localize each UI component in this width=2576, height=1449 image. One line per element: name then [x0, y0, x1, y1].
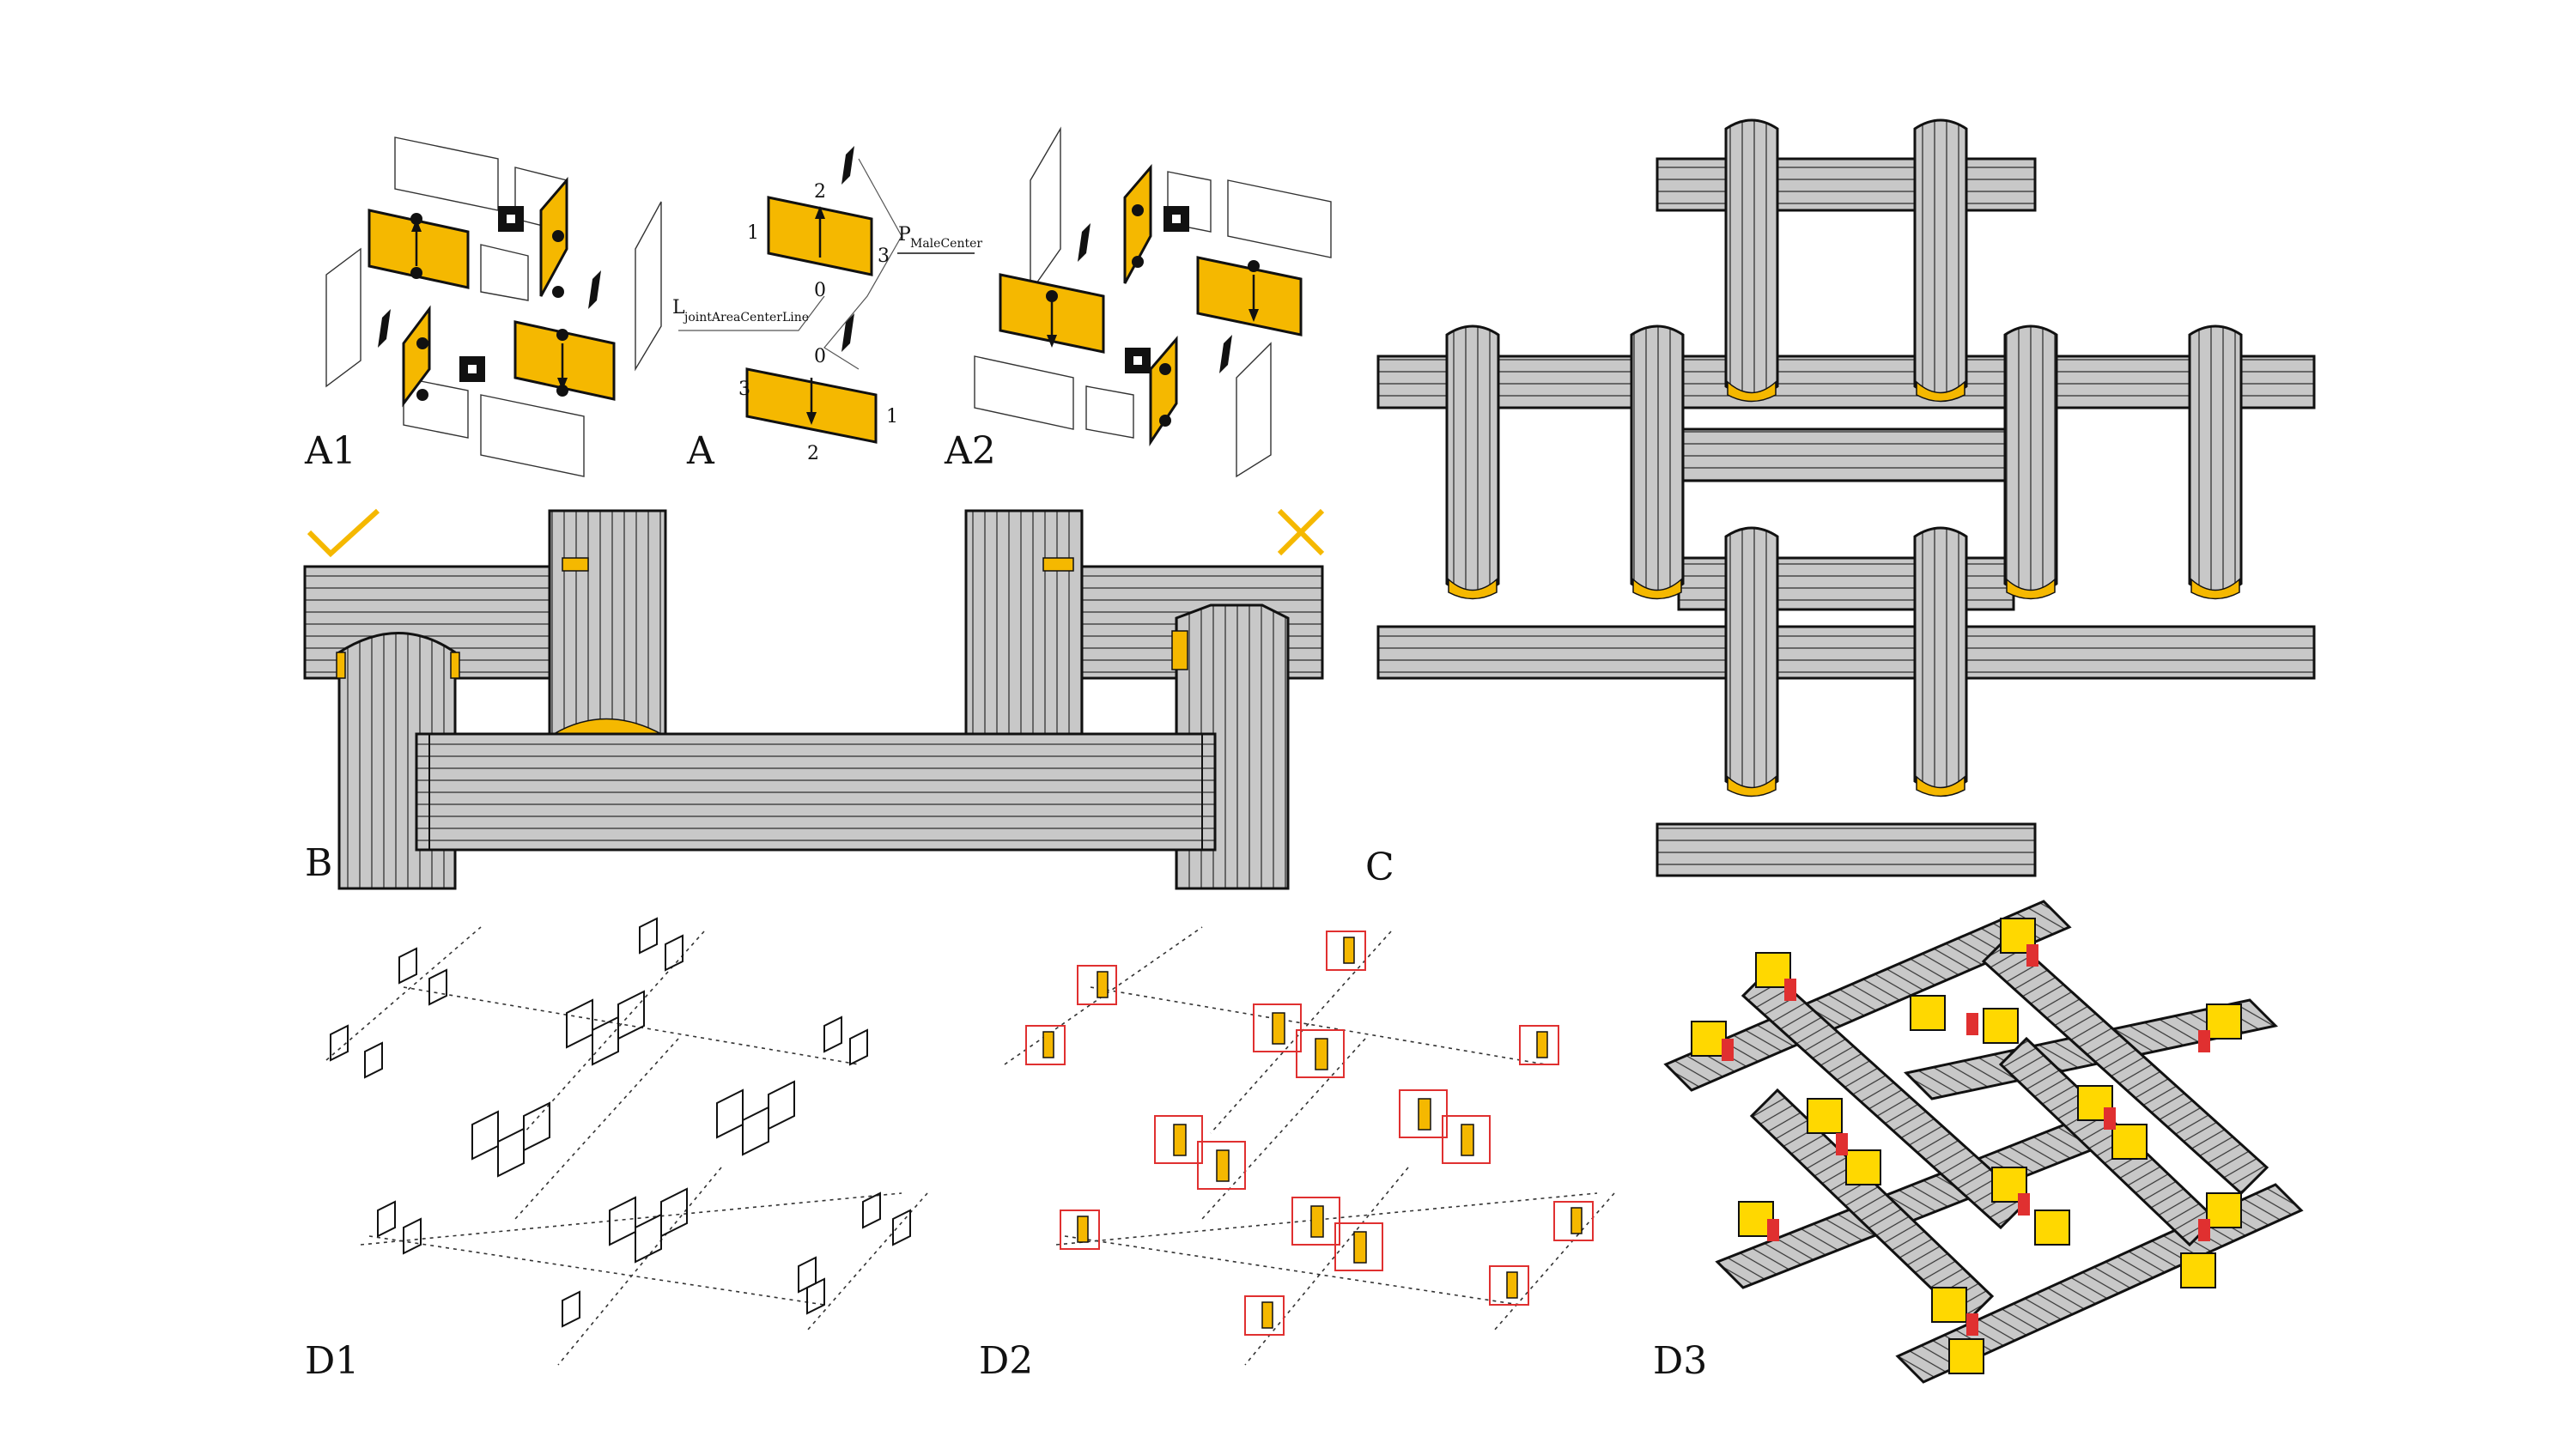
panel-a: 1 2 3 0 0 3 2 1 L jointAreaCenterLine P … [672, 146, 982, 464]
label-a: A [686, 429, 715, 473]
panel-d2 [1004, 926, 1615, 1366]
edge-num-0a: 0 [814, 280, 826, 301]
d3-red-collars [1722, 944, 2210, 1336]
label-a1: A1 [304, 429, 356, 473]
panel-d1 [325, 917, 928, 1366]
male-center-sublabel: MaleCenter [910, 237, 982, 251]
panel-d3 [1663, 900, 2304, 1384]
cross-icon [1277, 508, 1325, 556]
label-a2: A2 [944, 429, 996, 473]
label-d3: D3 [1653, 1339, 1707, 1383]
edge-num-2: 2 [814, 181, 826, 203]
male-center-label: P [898, 224, 911, 246]
c-posts [1445, 118, 2243, 791]
check-icon [307, 508, 380, 558]
joint-line-sublabel: jointAreaCenterLine [683, 311, 809, 324]
label-d1: D1 [305, 1339, 359, 1383]
panel-a2 [974, 126, 1332, 478]
c-joints [1448, 380, 2240, 797]
d1-plates [330, 917, 911, 1328]
panel-b [303, 508, 1325, 890]
joint-line-label: L [672, 297, 685, 318]
edge-num-3: 3 [878, 246, 890, 267]
panel-c [1376, 118, 2316, 877]
b-long-beam [415, 732, 1217, 852]
edge-num-0b: 0 [814, 346, 826, 367]
label-b: B [305, 841, 332, 885]
label-c: C [1365, 846, 1394, 889]
d2-cubes [1025, 931, 1594, 1336]
b-left-assembly [303, 509, 667, 890]
edge-num-2b: 2 [807, 443, 819, 464]
label-d2: D2 [979, 1339, 1033, 1383]
edge-num-3b: 3 [738, 379, 750, 400]
panel-a1 [325, 136, 662, 477]
edge-num-1b: 1 [886, 406, 898, 427]
edge-num-1: 1 [747, 222, 759, 244]
